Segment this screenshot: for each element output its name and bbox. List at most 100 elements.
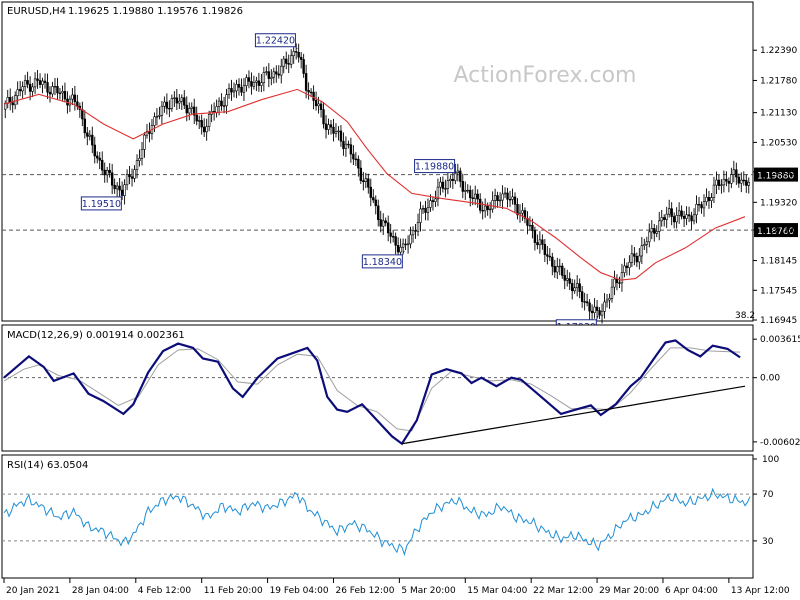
candle-body [91,134,94,146]
candle-body [571,283,574,292]
candle-body [183,97,186,106]
candle-body [575,283,579,289]
candle-body [643,244,646,247]
price-callout-box [414,159,456,174]
candle-body [138,158,141,161]
candle-body [101,159,104,171]
candle-body [173,97,176,99]
candle-body [630,253,634,263]
candle-body [603,301,606,312]
candle-body [245,77,248,87]
candle-body [496,195,499,202]
candle-body [307,90,310,93]
candle-body [76,101,79,107]
candle-body [384,220,387,224]
price-axis: 1.19880 1.18760 1.22390 1.21780 1.21130 1.205… [753,46,798,326]
candle-body [41,80,44,85]
candle-body [299,56,303,60]
candle-body [123,184,126,196]
candle-body [46,82,49,93]
candle-body [677,210,681,216]
macd-tick-label: 0.003615 [760,335,800,345]
candle-body [367,178,370,188]
candle-body [267,71,271,79]
price-callout-label: 1.18340 [363,257,402,268]
candle-body [513,196,517,205]
candle-body [563,275,566,281]
candle-body [735,169,738,178]
candle-body [347,143,350,146]
candle-body [593,306,596,314]
candle-body [583,301,586,303]
candle-body [446,180,450,189]
candle-body [180,97,183,102]
rsi-line [3,487,751,557]
candle-body [193,106,196,116]
candle-body [648,231,651,243]
candle-body [319,103,323,110]
candle-body [431,200,435,202]
rsi-panel: RSI(14) 63.0504 100 70 30 [1,454,779,579]
candle-body [322,109,325,125]
candle-body [491,200,494,210]
candle-body [237,84,241,88]
time-tick-label: 13 Apr 12:00 [731,586,790,596]
candle-body [93,144,96,157]
candle-body [240,87,243,93]
candle-body [578,283,581,292]
price-ohlc: 1.19625 1.19880 1.19576 1.19826 [68,6,243,17]
candle-body [188,108,191,114]
time-tick-label: 6 Apr 04:00 [665,586,718,596]
candle-body [660,217,663,222]
macd-title: MACD(12,26,9) 0.001914 0.002361 [7,330,185,341]
macd-panel: MACD(12,26,9) 0.001914 0.002361 0.003615… [1,324,800,452]
price-callout-pointer [454,172,457,175]
candle-body [334,131,338,134]
candle-body [56,85,59,94]
candle-body [670,208,673,217]
candle-body [700,204,703,209]
candle-body [287,63,290,65]
candle-body [242,85,246,93]
time-tick-label: 4 Feb 12:00 [138,586,192,596]
candle-body [434,198,437,202]
price-candles [4,43,750,324]
candle-body [260,82,263,86]
time-tick-label: 20 Jan 2021 [6,586,60,596]
candle-body [235,84,238,92]
candle-body [543,244,547,255]
candle-body [230,88,233,93]
candle-body [481,209,484,212]
candle-body [128,174,131,178]
candle-body [411,230,415,236]
candle-body [372,197,375,201]
candle-body [715,179,718,186]
price-callout-pointer [401,250,405,256]
price-callout-pointer [121,192,124,198]
candle-body [478,198,482,211]
candle-body [546,254,549,257]
candle-body [595,306,599,311]
candle-body [252,82,256,87]
price-tick-label: 1.21130 [760,109,797,119]
candle-body [511,196,514,200]
candle-body [737,176,741,184]
candle-body [337,130,340,133]
candle-body [200,120,203,128]
price-callout-box [80,196,122,211]
candle-body [143,134,146,150]
candle-body [635,256,639,263]
time-tick-label: 22 Mar 12:00 [533,586,593,596]
candle-body [31,86,34,92]
candle-body [690,215,693,222]
candle-body [309,91,313,94]
candle-body [232,90,236,93]
candle-body [280,65,283,76]
candle-body [710,197,713,201]
price-callout-box [254,33,296,48]
candle-body [377,205,380,220]
candle-body [130,176,134,179]
candle-body [675,214,678,223]
candle-body [498,199,502,202]
candle-body [399,246,402,253]
